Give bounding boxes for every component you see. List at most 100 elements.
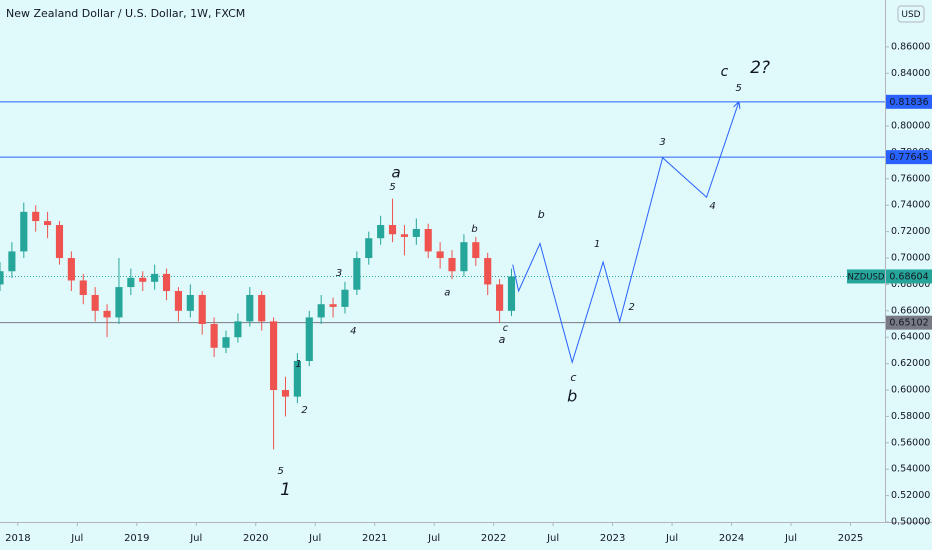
y-tick-label: 0.86000 <box>891 41 930 52</box>
wave-label: 1 <box>280 480 291 500</box>
wave-label: 2? <box>750 58 770 78</box>
last-price-box <box>886 269 932 284</box>
candle-body <box>353 258 361 290</box>
x-tick-label: Jul <box>665 533 678 544</box>
candle-body <box>507 276 516 311</box>
candle-body <box>472 242 480 259</box>
wave-label: b <box>538 208 545 221</box>
candle-body <box>293 360 301 397</box>
y-tick-label: 0.80000 <box>891 121 930 132</box>
candle-body <box>400 234 409 237</box>
wave-label: c <box>503 323 509 334</box>
candle-body <box>365 238 373 259</box>
candle-body <box>103 310 111 318</box>
candle-body <box>0 271 4 285</box>
wave-label: 3 <box>659 137 665 148</box>
candle-body <box>222 337 230 348</box>
y-tick-label: 0.58000 <box>891 411 930 422</box>
y-tick-label: 0.56000 <box>891 437 930 448</box>
candle-body <box>317 304 325 318</box>
x-tick-label: Jul <box>308 533 321 544</box>
x-tick-label: 2021 <box>362 533 387 544</box>
candle-body <box>139 277 147 282</box>
currency-box[interactable] <box>897 5 925 23</box>
x-tick-label: 2019 <box>124 533 149 544</box>
wave-label: 4 <box>350 326 356 337</box>
y-tick-label: 0.62000 <box>891 358 930 369</box>
wave-label: b <box>471 224 477 235</box>
y-tick-label: 0.52000 <box>891 490 930 501</box>
x-tick-label: Jul <box>189 533 202 544</box>
wave-label: 1 <box>594 239 600 250</box>
last-price-label: 0.68604 <box>889 271 928 282</box>
candle-body <box>32 211 40 222</box>
x-tick-label: 2020 <box>243 533 268 544</box>
x-tick-label: 2023 <box>600 533 625 544</box>
x-tick-label: 2025 <box>838 533 863 544</box>
level-label: 0.77645 <box>889 152 928 163</box>
x-tick-label: 2024 <box>719 533 744 544</box>
x-tick-label: 2018 <box>5 533 30 544</box>
candle-body <box>8 251 16 272</box>
candle-body <box>115 287 123 318</box>
y-tick-label: 0.60000 <box>891 385 930 396</box>
candle-body <box>151 273 159 282</box>
wave-label: 4 <box>709 201 715 212</box>
level-label: 0.65102 <box>889 318 928 329</box>
wave-label: 3 <box>336 268 342 279</box>
wave-label: b <box>567 387 577 406</box>
candle-body <box>162 273 171 292</box>
candle-body <box>210 324 218 348</box>
candle-body <box>198 294 206 325</box>
x-tick-label: Jul <box>784 533 797 544</box>
y-tick-label: 0.76000 <box>891 173 930 184</box>
candle-body <box>388 225 397 235</box>
candle-body <box>44 221 52 226</box>
wave-label: a <box>444 287 450 298</box>
wave-label: a <box>392 164 401 182</box>
candle-body <box>127 277 135 288</box>
candle-body <box>67 258 75 281</box>
candle-body <box>448 258 456 272</box>
candle-body <box>246 294 254 322</box>
candle-body <box>79 280 87 295</box>
wave-label: c <box>721 64 729 80</box>
candle-body <box>460 242 468 272</box>
y-tick-label: 0.72000 <box>891 226 930 237</box>
wave-label: 2 <box>628 302 634 313</box>
y-tick-label: 0.68000 <box>891 279 930 290</box>
y-tick-label: 0.64000 <box>891 332 930 343</box>
x-tick-label: Jul <box>70 533 83 544</box>
y-tick-label: 0.54000 <box>891 464 930 475</box>
wave-label: 2 <box>301 405 307 416</box>
candle-body <box>174 291 182 311</box>
wave-label: 5 <box>389 182 395 193</box>
candle-body <box>91 294 99 311</box>
y-tick-label: 0.70000 <box>891 253 930 264</box>
wave-label: 5 <box>278 466 284 477</box>
wave-label: c <box>570 371 576 384</box>
candle-body <box>186 294 194 311</box>
symbol-box <box>847 269 885 284</box>
wave-label: 1 <box>295 359 301 370</box>
wave-label: 5 <box>736 83 742 94</box>
candle-body <box>484 258 492 285</box>
y-tick-label: 0.50000 <box>891 517 930 528</box>
symbol-label: NZDUSD <box>848 272 885 282</box>
level-label-box <box>886 94 932 109</box>
candle-body <box>412 228 420 237</box>
candle-body <box>305 317 313 361</box>
y-tick-label: 0.66000 <box>891 305 930 316</box>
projection-path <box>512 102 739 365</box>
candle-body <box>424 228 432 252</box>
y-tick-label: 0.74000 <box>891 200 930 211</box>
candle-body <box>341 289 349 307</box>
level-label: 0.81836 <box>889 97 928 108</box>
candle-body <box>496 284 504 311</box>
candle-body <box>234 321 242 338</box>
currency-label[interactable]: USD <box>901 10 920 20</box>
level-label-box <box>886 150 932 165</box>
level-label-box <box>886 315 932 330</box>
